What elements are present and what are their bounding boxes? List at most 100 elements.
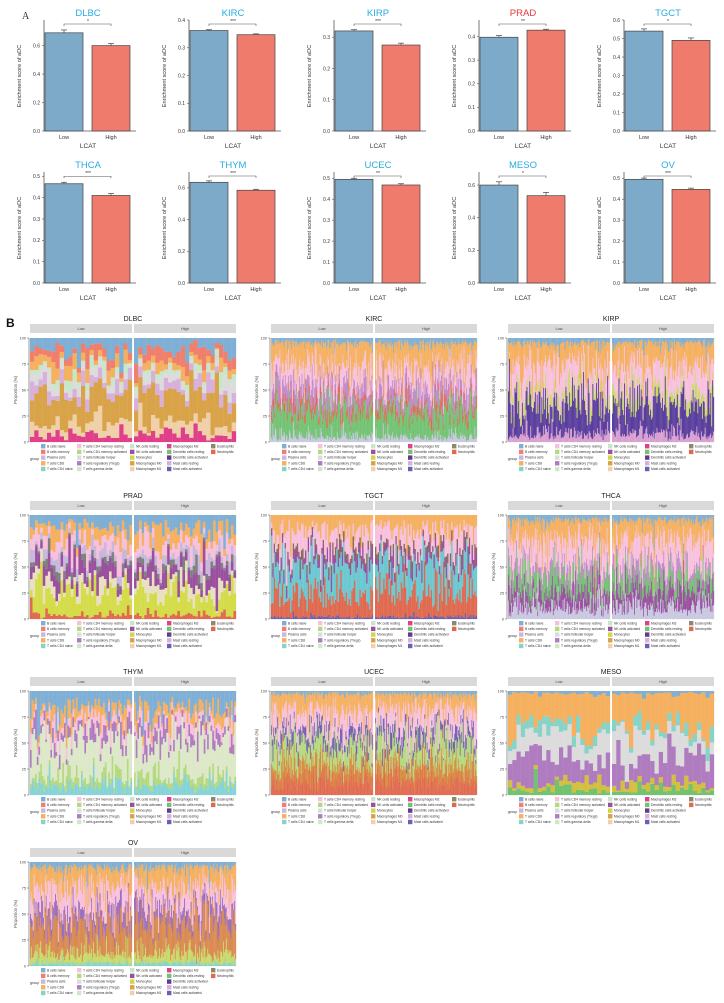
stacked-bar-segment	[536, 382, 538, 395]
stacked-bar-segment	[458, 400, 460, 440]
legend-label: Macrophages M0	[614, 461, 640, 465]
y-tick-label: 50	[263, 388, 267, 392]
stacked-bar-segment	[533, 338, 535, 343]
stacked-bar-segment	[297, 338, 299, 344]
stacked-bar-segment	[449, 414, 451, 425]
stacked-bar-segment	[363, 439, 365, 443]
stacked-bar-segment	[292, 338, 294, 341]
significance-bracket	[63, 175, 112, 179]
stacked-bar-segment	[689, 365, 691, 402]
stacked-bar-segment	[283, 515, 285, 538]
stacked-bar-segment	[286, 420, 288, 435]
facet-strip-high	[612, 324, 714, 333]
stacked-bar-segment	[177, 542, 181, 556]
stacked-bar-segment	[617, 360, 619, 401]
stacked-bar-segment	[367, 413, 369, 435]
stacked-bar-segment	[533, 407, 535, 439]
stacked-bar-segment	[146, 384, 152, 389]
stacked-bar-segment	[612, 350, 615, 372]
stacked-bar-segment	[110, 360, 116, 368]
legend-item: Macrophages M1	[608, 466, 640, 472]
stacked-bar-segment	[272, 400, 274, 407]
stacked-bar-segment	[351, 435, 352, 443]
stacked-bar-segment	[665, 341, 667, 367]
stacked-bar-segment	[425, 338, 427, 344]
stacked-bar-segment	[314, 347, 316, 379]
stacked-bar-segment	[231, 374, 237, 381]
stacked-bar-segment	[276, 588, 278, 619]
stacked-bar-segment	[663, 355, 666, 374]
stacked-bar-segment	[286, 382, 288, 413]
stacked-bar-segment	[192, 528, 196, 539]
stacked-bar-segment	[411, 338, 413, 350]
legend-swatch	[645, 444, 650, 449]
stacked-bar-segment	[192, 608, 196, 616]
stacked-bar-segment	[458, 340, 460, 363]
stacked-bar-segment	[542, 399, 544, 414]
stacked-bar-segment	[273, 615, 276, 620]
stacked-bar-segment	[700, 406, 702, 441]
stacked-bar-segment	[42, 364, 48, 372]
stacked-bar-segment	[164, 565, 168, 571]
stacked-bar-segment	[163, 364, 169, 370]
stacked-bar-segment	[404, 433, 406, 443]
stacked-bar-segment	[393, 400, 394, 404]
stacked-bar-segment	[205, 614, 209, 620]
stacked-bar-segment	[418, 352, 420, 368]
stacked-bar-segment	[182, 615, 186, 620]
stacked-bar-segment	[446, 440, 448, 443]
stacked-bar-segment	[271, 535, 273, 604]
stacked-bar-segment	[218, 556, 221, 578]
stacked-bar-segment	[109, 549, 112, 556]
stacked-bar-segment	[422, 419, 424, 441]
stacked-bar-segment	[522, 341, 524, 378]
stacked-bar-segment	[155, 418, 160, 438]
stacked-bar-segment	[399, 368, 401, 403]
stacked-bar-segment	[620, 369, 622, 394]
stacked-bar-segment	[115, 373, 120, 379]
stacked-bar-segment	[353, 387, 355, 395]
legend-swatch	[318, 449, 323, 455]
stacked-bar-segment	[230, 539, 234, 546]
stacked-bar-segment	[123, 372, 128, 380]
stacked-bar-segment	[292, 414, 294, 422]
stacked-bar-segment	[659, 360, 661, 383]
stacked-bar-segment	[713, 338, 715, 341]
stacked-bar-segment	[404, 338, 406, 340]
stacked-bar-segment	[447, 435, 449, 443]
stacked-bar-segment	[601, 379, 603, 392]
stacked-bar-segment	[510, 398, 512, 412]
stacked-bar-segment	[273, 548, 276, 553]
stacked-bar-segment	[279, 583, 281, 607]
stacked-bar-segment	[368, 395, 370, 413]
legend-swatch	[645, 466, 650, 472]
stacked-bar-segment	[434, 412, 436, 431]
stacked-bar-segment	[47, 367, 52, 371]
stacked-bar-segment	[621, 338, 623, 344]
stacked-bar-segment	[200, 571, 203, 584]
stacked-bar-segment	[35, 546, 38, 566]
stacked-bar-segment	[686, 409, 688, 417]
stacked-bar-segment	[407, 401, 409, 408]
stacked-bar-segment	[230, 554, 234, 562]
stacked-bar-segment	[83, 567, 87, 584]
stacked-bar-segment	[671, 340, 673, 349]
stacked-bar-segment	[466, 363, 468, 395]
stacked-bar-segment	[682, 381, 684, 388]
legend-swatch	[408, 466, 413, 472]
stacked-bar-segment	[233, 610, 237, 620]
stacked-bar-segment	[673, 425, 675, 443]
stacked-bar-segment	[703, 396, 705, 402]
stacked-bar-segment	[85, 390, 90, 400]
legend-swatch	[645, 449, 650, 455]
stacked-bar-segment	[638, 384, 640, 429]
stacked-bar-segment	[72, 433, 77, 443]
stacked-bar-segment	[303, 415, 305, 424]
stacked-bar-segment	[370, 415, 372, 440]
stacked-bar-segment	[296, 398, 298, 425]
stacked-bar-segment	[289, 430, 290, 443]
stacked-bar-segment	[371, 338, 373, 341]
stacked-bar-segment	[207, 590, 211, 593]
stacked-bar-segment	[363, 369, 365, 396]
stacked-bar-segment	[608, 412, 610, 431]
